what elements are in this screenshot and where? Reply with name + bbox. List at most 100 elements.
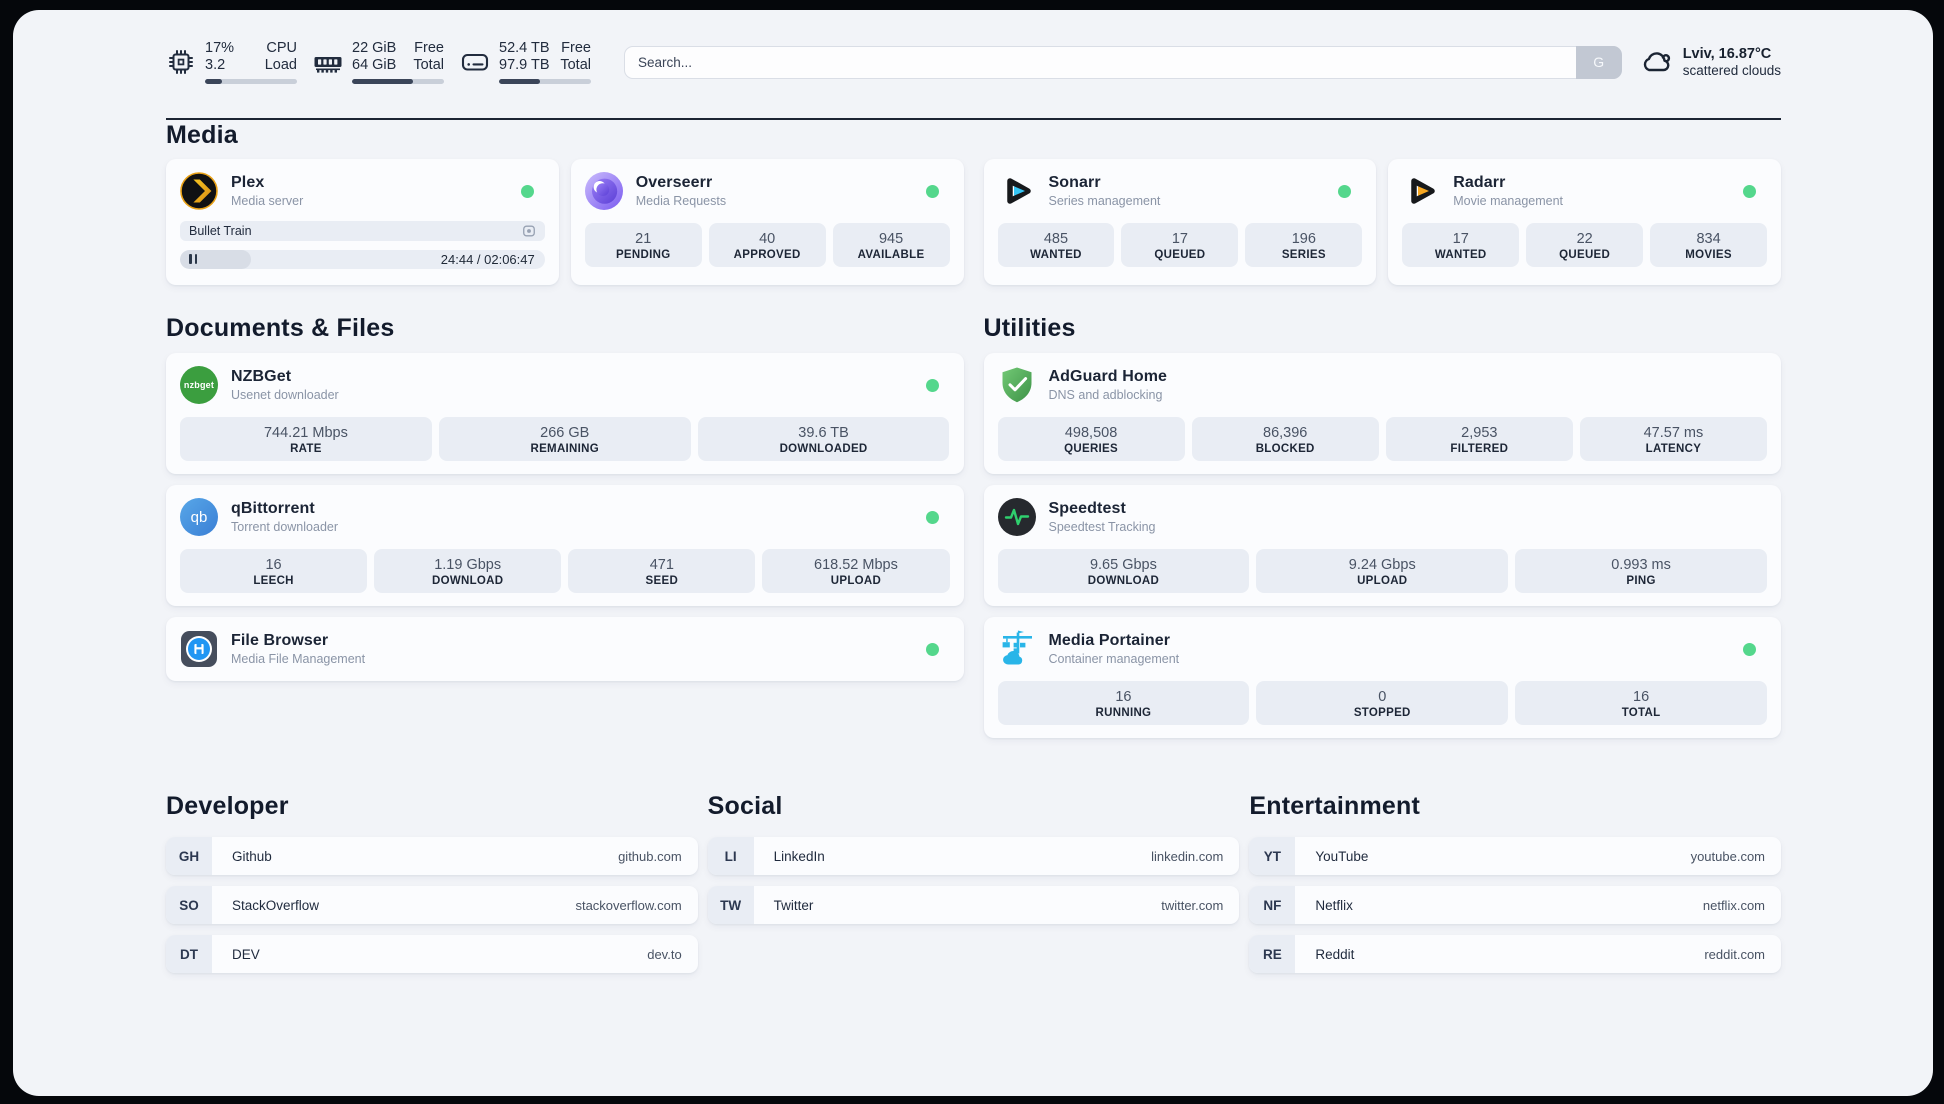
memory-total-label: Total: [413, 57, 444, 73]
bookmark-name: StackOverflow: [232, 897, 320, 913]
app-card-adguard[interactable]: AdGuard Home DNS and adblocking 498,508 …: [983, 353, 1781, 475]
bookmark-abbr-badge: RE: [1249, 935, 1296, 974]
bookmark-url: youtube.com: [1690, 848, 1766, 864]
app-subtitle: Movie management: [1453, 194, 1564, 209]
stat-pending: 21 PENDING: [584, 223, 702, 268]
disk-free-value: 52.4 TB: [499, 39, 550, 56]
bookmark-name: YouTube: [1315, 848, 1369, 864]
stat-remaining: 266 GB REMAINING: [438, 417, 691, 462]
bookmark-netflix[interactable]: NF Netflix netflix.com: [1249, 886, 1782, 925]
hard-drive-icon: [460, 47, 490, 77]
app-title: AdGuard Home: [1048, 367, 1168, 385]
app-card-sonarr[interactable]: Sonarr Series management 485 WANTED 17 Q…: [983, 159, 1377, 285]
social-column: Social LI LinkedIn linkedin.com TW Twitt…: [707, 791, 1240, 973]
disk-total-label: Total: [560, 57, 591, 73]
section-title-developer: Developer: [166, 792, 289, 821]
app-title: Media Portainer: [1048, 632, 1171, 650]
app-card-radarr[interactable]: Radarr Movie management 17 WANTED 22 QUE…: [1388, 159, 1781, 285]
nzbget-icon: nzbget: [180, 366, 218, 404]
now-playing-bar[interactable]: Bullet Train: [180, 221, 545, 241]
app-card-filebrowser[interactable]: File Browser Media File Management: [166, 617, 964, 682]
app-subtitle: DNS and adblocking: [1048, 388, 1163, 403]
app-card-qbittorrent[interactable]: qb qBittorrent Torrent downloader 16 LEE…: [166, 485, 964, 607]
utilities-column: Utilities: [983, 285, 1781, 739]
cpu-icon: [166, 47, 196, 77]
app-card-portainer[interactable]: Media Portainer Container management 16 …: [983, 617, 1781, 739]
cpu-load-value: 3.2: [205, 57, 226, 73]
stat-upload: 9.24 Gbps UPLOAD: [1256, 549, 1509, 594]
stat-seed: 471 SEED: [568, 549, 756, 594]
bookmark-abbr-badge: NF: [1249, 886, 1296, 925]
bookmark-url: twitter.com: [1161, 897, 1224, 913]
stat-movies: 834 MOVIES: [1650, 223, 1768, 268]
cpu-load-label: Load: [264, 57, 297, 73]
app-card-speedtest[interactable]: Speedtest Speedtest Tracking 9.65 Gbps D…: [983, 485, 1781, 607]
weather-condition: scattered clouds: [1682, 62, 1781, 78]
bookmark-url: netflix.com: [1702, 897, 1766, 913]
stat-queued: 22 QUEUED: [1526, 223, 1644, 268]
documents-column: Documents & Files nzbget NZBGet Usenet d…: [166, 285, 964, 682]
pause-icon: [189, 251, 200, 269]
app-subtitle: Torrent downloader: [231, 520, 339, 535]
app-card-nzbget[interactable]: nzbget NZBGet Usenet downloader 744.21 M…: [166, 353, 964, 475]
bookmark-abbr-badge: SO: [166, 886, 212, 925]
bookmark-abbr-badge: DT: [166, 935, 212, 974]
status-online-dot: [1338, 184, 1352, 198]
stat-rate: 744.21 Mbps RATE: [180, 417, 432, 462]
search-input[interactable]: [624, 45, 1622, 79]
bookmark-url: github.com: [618, 848, 682, 864]
bookmark-youtube[interactable]: YT YouTube youtube.com: [1249, 837, 1782, 876]
cpu-progress-fill: [205, 79, 222, 85]
media-card-row: Plex Media server Bullet Train: [166, 159, 1781, 285]
stat-upload: 618.52 Mbps UPLOAD: [762, 549, 950, 594]
bookmark-abbr-badge: YT: [1249, 837, 1296, 876]
bookmark-stackoverflow[interactable]: SO StackOverflow stackoverflow.com: [166, 886, 698, 925]
disk-total-value: 97.9 TB: [499, 57, 550, 73]
radarr-icon: [1402, 172, 1440, 210]
stat-wanted: 17 WANTED: [1402, 223, 1520, 268]
sonarr-icon: [998, 172, 1036, 210]
weather-widget: Lviv, 16.87°C scattered clouds: [1639, 45, 1781, 80]
bookmark-reddit[interactable]: RE Reddit reddit.com: [1249, 935, 1782, 974]
app-subtitle: Usenet downloader: [231, 388, 339, 403]
stat-latency: 47.57 ms LATENCY: [1579, 417, 1767, 462]
disk-free-label: Free: [561, 39, 591, 56]
stat-leech: 16 LEECH: [180, 549, 368, 594]
bookmark-abbr-badge: TW: [707, 886, 754, 925]
bookmark-linkedin[interactable]: LI LinkedIn linkedin.com: [707, 837, 1240, 876]
cpu-progress-track: [205, 79, 297, 85]
playback-progress-bar[interactable]: 24:44 / 02:06:47: [180, 250, 545, 269]
bookmark-dev[interactable]: DT DEV dev.to: [166, 935, 698, 974]
status-online-dot: [925, 378, 939, 392]
bookmark-url: reddit.com: [1704, 946, 1766, 962]
plex-icon: [180, 172, 218, 210]
app-title: NZBGet: [231, 367, 292, 385]
filebrowser-icon: [180, 630, 218, 668]
app-subtitle: Media Requests: [635, 194, 727, 209]
bookmark-github[interactable]: GH Github github.com: [166, 837, 698, 876]
bookmark-abbr-badge: LI: [707, 837, 754, 876]
bookmark-name: Github: [232, 848, 272, 864]
memory-progress-fill: [352, 79, 413, 85]
cloud-icon: [1639, 45, 1673, 79]
memory-progress-track: [352, 79, 444, 85]
search-engine-button[interactable]: G: [1575, 45, 1622, 79]
stat-running: 16 RUNNING: [997, 681, 1250, 726]
app-subtitle: Speedtest Tracking: [1048, 520, 1156, 535]
entertainment-column: Entertainment YT YouTube youtube.com NF …: [1249, 791, 1782, 974]
bookmark-url: linkedin.com: [1151, 848, 1224, 864]
stat-ping: 0.993 ms PING: [1515, 549, 1767, 594]
stat-download: 1.19 Gbps DOWNLOAD: [374, 549, 562, 594]
cpu-label: CPU: [266, 39, 297, 56]
bookmark-twitter[interactable]: TW Twitter twitter.com: [707, 886, 1240, 925]
app-card-overseerr[interactable]: Overseerr Media Requests 21 PENDING 40 A…: [570, 159, 964, 285]
bookmark-name: Netflix: [1315, 897, 1353, 913]
app-title: File Browser: [231, 632, 329, 650]
app-card-plex[interactable]: Plex Media server Bullet Train: [166, 159, 559, 285]
bookmark-abbr-badge: GH: [166, 837, 212, 876]
dashboard-panel: 17% 3.2 CPU Load: [13, 10, 1933, 1096]
bookmark-name: Twitter: [773, 897, 814, 913]
app-subtitle: Media File Management: [231, 652, 366, 667]
stat-filtered: 2,953 FILTERED: [1385, 417, 1573, 462]
memory-widget: 22 GiB 64 GiB Free Total: [313, 40, 444, 85]
